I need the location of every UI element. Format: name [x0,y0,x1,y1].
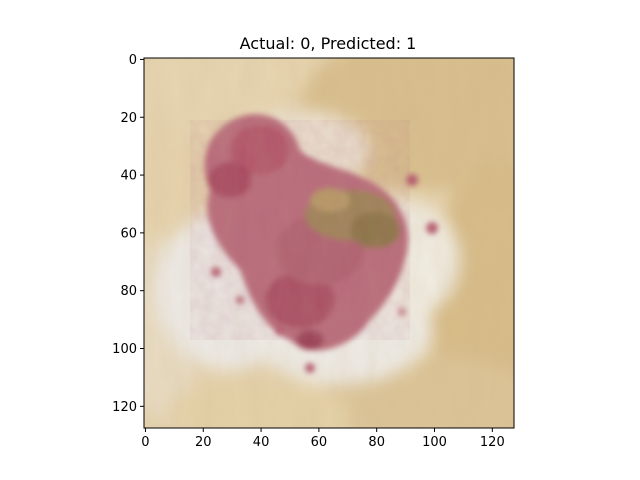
x-tick-label: 100 [422,435,447,450]
x-tick-label: 20 [195,435,212,450]
axes-frame [143,57,515,429]
y-tick-label: 20 [120,111,137,126]
lesion-photo [144,58,514,428]
x-tick-label: 120 [480,435,505,450]
x-tick-label: 80 [368,435,385,450]
y-tick-label: 80 [120,284,137,299]
y-axis: 0 20 40 60 80 100 120 [112,53,144,415]
y-tick-label: 40 [120,169,137,184]
x-axis: 0 20 40 60 80 100 120 [141,428,505,450]
y-tick-label: 0 [129,53,137,68]
x-tick-label: 60 [311,435,328,450]
y-tick-label: 120 [112,400,137,415]
y-tick-label: 100 [112,342,137,357]
y-tick-label: 60 [120,226,137,241]
x-tick-label: 40 [253,435,270,450]
x-tick-label: 0 [141,435,149,450]
figure-title: Actual: 0, Predicted: 1 [240,34,417,53]
